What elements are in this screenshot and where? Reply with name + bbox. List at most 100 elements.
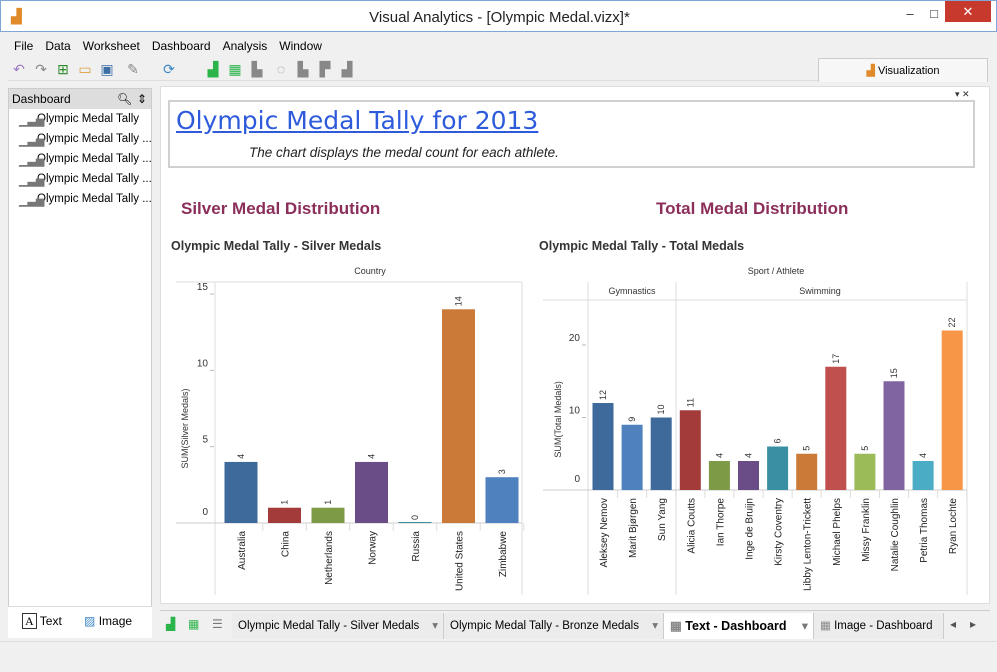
tab-bronze-medals[interactable]: Olympic Medal Tally - Bronze Medals ▾ [444, 613, 664, 639]
maximize-button[interactable]: □ [930, 6, 938, 21]
image-icon: ▨ [84, 614, 96, 628]
bar [796, 453, 818, 490]
x-tick-label: Libby Lenton-Trickett [803, 498, 814, 591]
bar [708, 461, 730, 490]
menu-data[interactable]: Data [45, 39, 71, 53]
bar [398, 522, 432, 523]
scroll-right-icon[interactable]: ▸ [970, 617, 977, 631]
save-icon[interactable]: ▣ [100, 61, 114, 77]
column-header: Country [354, 266, 386, 276]
tab-silver-medals[interactable]: Olympic Medal Tally - Silver Medals ▾ [232, 613, 444, 639]
menu-analysis[interactable]: Analysis [222, 39, 268, 53]
sheet-item[interactable]: ▁▃▅ Olympic Medal Tally ... [9, 169, 151, 189]
data-label: 6 [773, 438, 783, 443]
text-object-button[interactable]: A Text [22, 613, 62, 629]
chevron-down-icon[interactable]: ▾ [432, 620, 438, 632]
dashboard-title[interactable]: Olympic Medal Tally for 2013 [176, 106, 539, 135]
sheet-label: Olympic Medal Tally ... [37, 133, 151, 145]
data-label: 5 [860, 446, 870, 451]
y-axis-label: SUM(Total Medals) [553, 381, 563, 458]
x-tick-label: Petria Thomas [919, 498, 930, 563]
sheet-label: Olympic Medal Tally [37, 113, 140, 125]
chevron-down-icon[interactable]: ▾ [801, 619, 808, 633]
tab-text-dashboard[interactable]: ▦ Text - Dashboard ▾ [664, 613, 814, 639]
x-tick-label: United States [455, 531, 466, 591]
scroll-left-icon[interactable]: ◂ [950, 617, 957, 631]
menu-window[interactable]: Window [279, 39, 322, 53]
panel-title: Dashboard [12, 92, 71, 106]
open-icon[interactable]: ▭ [78, 61, 92, 77]
search-icon[interactable]: 🔍︎ [117, 92, 133, 106]
tab-label: Image - Dashboard [834, 620, 933, 632]
sheet-item[interactable]: ▁▃▅ Olympic Medal Tally ... [9, 129, 151, 149]
y-tick-label: 20 [569, 333, 581, 344]
sheet-label: Olympic Medal Tally ... [37, 173, 151, 185]
window-title: Visual Analytics - [Olympic Medal.vizx]* [369, 9, 630, 26]
new-dashboard-tab-icon[interactable]: ▦ [188, 617, 200, 631]
sheet-label: Olympic Medal Tally ... [37, 193, 151, 205]
sheet-tab-bar: ▟ ▦ ☰ Olympic Medal Tally - Silver Medal… [160, 610, 990, 639]
data-label: 1 [280, 500, 290, 505]
x-tick-label: Aleksey Nemov [599, 498, 610, 567]
menu-file[interactable]: File [14, 39, 34, 53]
y-axis-label: SUM(Silver Medals) [180, 388, 190, 468]
chart-icon[interactable]: ▙ [251, 61, 263, 77]
object-menu-icon[interactable]: ▾ ✕ [955, 89, 970, 99]
bar [442, 309, 475, 523]
bar [592, 403, 614, 490]
bar-chart-icon: ▁▃▅ [19, 175, 45, 187]
menu-worksheet[interactable]: Worksheet [82, 39, 140, 53]
bar [355, 461, 388, 523]
data-label: 4 [744, 453, 754, 458]
silver-chart-title: Olympic Medal Tally - Silver Medals [171, 239, 382, 253]
bar [883, 381, 905, 490]
group-header-gymnastics: Gymnastics [608, 286, 656, 296]
silver-section-title: Silver Medal Distribution [181, 199, 381, 218]
sort-icon[interactable]: ⇕ [137, 92, 148, 106]
new-worksheet-tab-icon[interactable]: ▟ [166, 617, 176, 631]
menu-dashboard[interactable]: Dashboard [151, 39, 211, 53]
chevron-down-icon[interactable]: ▾ [652, 620, 658, 632]
new-dashboard-icon[interactable]: ▦ [228, 61, 242, 77]
text-icon: A [22, 613, 37, 629]
sheet-item[interactable]: ▁▃▅ Olympic Medal Tally ... [9, 189, 151, 209]
object-palette: A Text ▨ Image [8, 606, 152, 638]
sort-desc-icon[interactable]: ▛ [319, 61, 331, 77]
sheet-item[interactable]: ▁▃▅ Olympic Medal Tally ... [9, 149, 151, 169]
bar [854, 453, 876, 490]
refresh-icon[interactable]: ⟳ [163, 61, 175, 77]
data-label: 5 [802, 446, 812, 451]
new-worksheet-icon[interactable]: ▟ [207, 61, 219, 77]
header-text-object[interactable] [168, 100, 975, 168]
image-object-button[interactable]: ▨ Image [84, 614, 132, 628]
visualization-tab[interactable]: ▟ Visualization [818, 58, 988, 82]
x-tick-label: Sun Yang [657, 498, 668, 541]
x-tick-label: Alicia Coutts [686, 498, 697, 554]
panel-header: Dashboard 🔍︎ ⇕ [9, 89, 151, 109]
x-tick-label: Natalie Coughlin [890, 498, 901, 571]
new-icon[interactable]: ⊞ [57, 61, 69, 77]
sheet-list-icon[interactable]: ☰ [212, 617, 223, 631]
data-label: 15 [889, 368, 899, 378]
data-label: 3 [497, 469, 507, 474]
data-label: 10 [656, 404, 666, 414]
menu-bar: File Data Worksheet Dashboard Analysis Window [8, 36, 328, 56]
undo-icon[interactable]: ↶ [13, 61, 25, 77]
y-tick-label: 10 [569, 406, 581, 417]
bar [738, 461, 759, 490]
lasso-icon[interactable]: ◌ [276, 61, 286, 77]
minimize-button[interactable]: – [906, 6, 914, 21]
group-icon[interactable]: ▟ [341, 61, 353, 77]
image-label: Image [98, 614, 133, 628]
data-label: 4 [714, 453, 724, 458]
visualization-label: Visualization [877, 65, 940, 77]
y-tick-label: 5 [202, 435, 208, 446]
bar [941, 330, 963, 490]
sort-asc-icon[interactable]: ▙ [297, 61, 309, 77]
close-button[interactable]: ✕ [945, 1, 991, 22]
tab-image-dashboard[interactable]: ▦ Image - Dashboard [814, 613, 944, 639]
redo-icon[interactable]: ↷ [35, 61, 47, 77]
sheet-item[interactable]: ▁▃▅ Olympic Medal Tally [9, 109, 151, 129]
brush-icon[interactable]: ✎ [127, 61, 139, 77]
bar-chart-icon: ▁▃▅ [19, 195, 45, 207]
